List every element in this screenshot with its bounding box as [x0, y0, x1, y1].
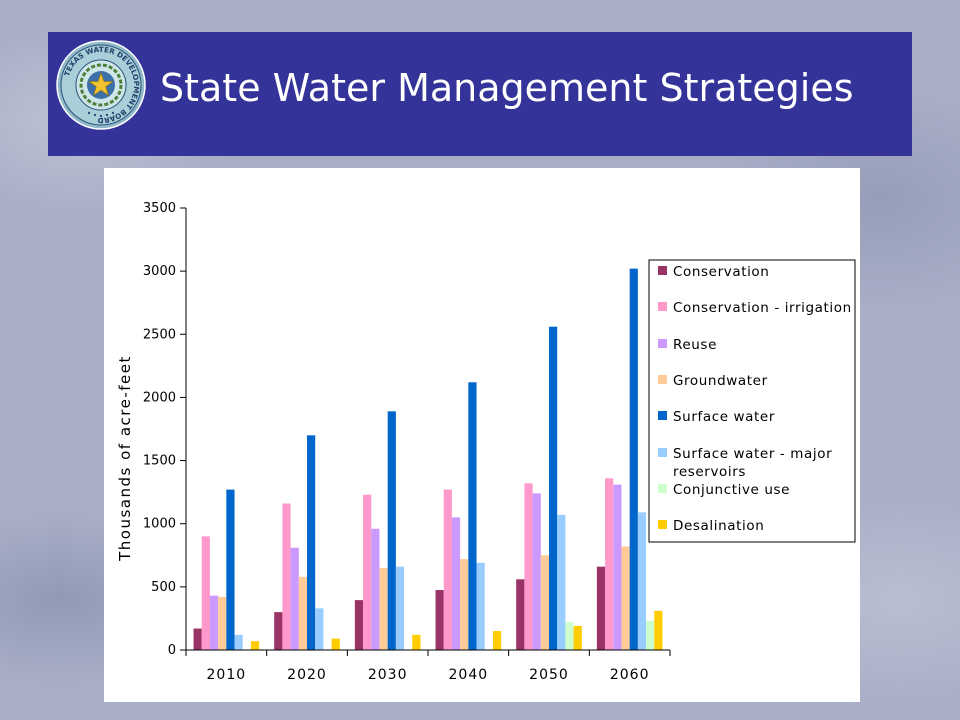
legend-swatch [658, 484, 667, 493]
bar-surface-water-2040 [468, 382, 477, 650]
legend-label: Groundwater [673, 373, 768, 389]
y-tick-label: 500 [151, 580, 176, 595]
legend-label: Conjunctive use [673, 482, 790, 498]
x-axis-labels: 2010 2020 2030 2040 2050 2060 [207, 667, 650, 683]
x-tick-label: 2010 [207, 667, 247, 683]
bar-conservation-irrigation-2030 [363, 494, 372, 650]
bar-conjunctive-use-2050 [565, 622, 574, 650]
bar-desalination-2060 [654, 610, 663, 650]
legend-label: Conservation [673, 264, 769, 280]
x-tick-label: 2040 [449, 667, 489, 683]
bar-reuse-2020 [290, 547, 299, 650]
bar-desalination-2010 [250, 641, 260, 650]
legend-swatch [658, 411, 667, 420]
bar-surface-water-major-reservoirs-2030 [395, 566, 405, 650]
bar-surface-water-2030 [387, 411, 396, 650]
bar-surface-water-2010 [226, 489, 235, 650]
bar-reuse-2040 [451, 517, 461, 650]
legend-label: Surface water [673, 409, 775, 425]
legend-label: Surface water - major reservoirs [673, 446, 832, 480]
y-tick-label: 3000 [143, 264, 176, 279]
chart-legend: Conservation Conservation - irrigation Reu… [648, 259, 856, 543]
twdb-seal-logo: TEXAS WATER DEVELOPMENT BOARD [56, 40, 146, 130]
legend-label: Conservation - irrigation [673, 300, 852, 316]
bar-series [193, 268, 663, 650]
bar-desalination-2020 [331, 638, 340, 650]
y-tick-label: 2000 [143, 390, 176, 405]
bar-chart: 0 500 1000 1500 2000 2500 3000 3500 2010 2020 203… [116, 201, 856, 683]
bar-surface-water-2020 [307, 435, 316, 650]
bar-conservation-2050 [516, 579, 525, 650]
bar-conservation-irrigation-2040 [443, 489, 452, 650]
y-axis-ticks: 0 500 1000 1500 2000 2500 3000 3500 [143, 201, 186, 658]
slide-title: State Water Management Strategies [160, 66, 854, 110]
x-tick-label: 2050 [529, 667, 569, 683]
bar-desalination-2030 [412, 634, 421, 650]
legend-swatch [658, 375, 667, 384]
bar-conservation-irrigation-2050 [524, 483, 533, 650]
legend-label: Desalination [673, 518, 764, 534]
bar-groundwater-2060 [621, 546, 630, 650]
bar-conservation-2060 [596, 566, 606, 650]
bar-surface-water-major-reservoirs-2050 [557, 514, 566, 650]
legend-swatch [658, 302, 667, 311]
bar-conservation-2030 [354, 600, 364, 650]
bar-reuse-2060 [613, 484, 622, 650]
legend-swatch [658, 266, 667, 275]
legend-swatch [658, 448, 667, 457]
bar-groundwater-2040 [460, 559, 469, 650]
bar-conservation-2010 [193, 628, 202, 650]
bar-surface-water-2050 [549, 326, 558, 650]
y-tick-label: 1000 [143, 517, 176, 532]
bar-conservation-2020 [274, 612, 283, 650]
bar-groundwater-2020 [298, 576, 307, 650]
bar-groundwater-2010 [218, 596, 227, 650]
bar-surface-water-major-reservoirs-2020 [315, 608, 324, 650]
bar-reuse-2030 [371, 528, 380, 650]
bar-surface-water-major-reservoirs-2060 [637, 512, 647, 650]
bar-conservation-irrigation-2020 [282, 503, 291, 650]
x-tick-label: 2060 [610, 667, 650, 683]
bar-reuse-2050 [532, 493, 541, 650]
bar-conservation-irrigation-2060 [605, 478, 614, 650]
legend-box [648, 259, 856, 543]
legend-label: Reuse [673, 337, 717, 353]
legend-swatch [658, 339, 667, 348]
y-tick-label: 2500 [143, 327, 176, 342]
bar-conjunctive-use-2060 [646, 620, 655, 650]
bar-reuse-2010 [209, 595, 219, 650]
y-axis-label: Thousands of acre-feet [116, 355, 134, 562]
bar-surface-water-major-reservoirs-2040 [476, 562, 485, 650]
bar-conservation-2040 [435, 590, 444, 650]
slide-header: TEXAS WATER DEVELOPMENT BOARD State Wate… [48, 32, 912, 156]
chart-axes [185, 208, 671, 656]
bar-groundwater-2050 [540, 555, 549, 650]
bar-desalination-2050 [573, 626, 582, 650]
x-tick-label: 2020 [287, 667, 327, 683]
chart-panel: 0 500 1000 1500 2000 2500 3000 3500 2010 2020 203… [104, 168, 860, 702]
bar-surface-water-2060 [629, 268, 638, 650]
bar-groundwater-2030 [379, 567, 388, 650]
bar-surface-water-major-reservoirs-2010 [234, 634, 243, 650]
bar-conservation-irrigation-2010 [201, 536, 210, 650]
y-tick-label: 3500 [143, 201, 176, 216]
x-tick-label: 2030 [368, 667, 408, 683]
bar-desalination-2040 [492, 631, 502, 650]
y-tick-label: 1500 [143, 454, 176, 469]
y-tick-label: 0 [168, 643, 176, 658]
legend-swatch [658, 520, 667, 529]
